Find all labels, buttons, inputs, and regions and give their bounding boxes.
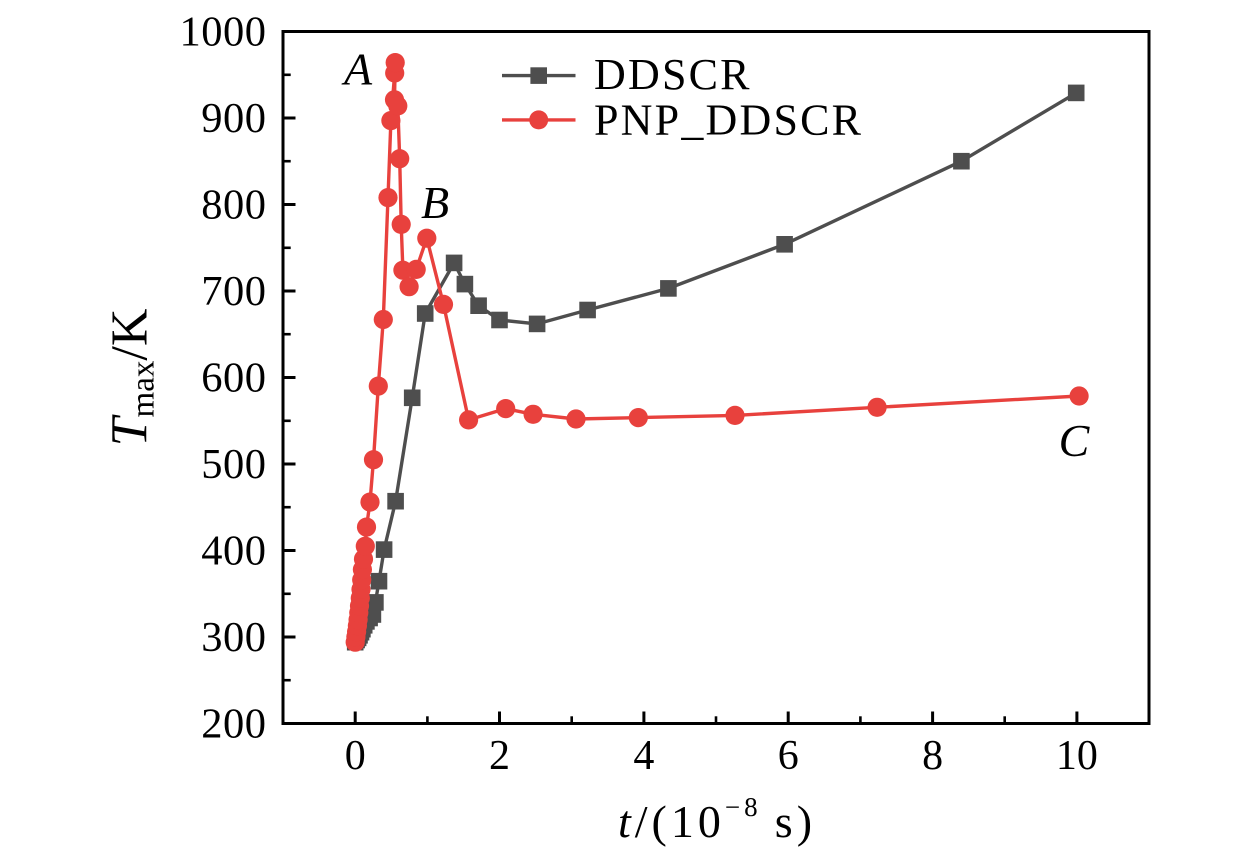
svg-text:4: 4 [633,733,654,779]
svg-text:0: 0 [345,733,366,779]
svg-text:1000: 1000 [180,8,267,55]
svg-text:600: 600 [201,354,266,401]
svg-text:DDSCR: DDSCR [594,50,752,99]
svg-text:t/(10−8 s): t/(10−8 s) [618,792,816,847]
svg-text:2: 2 [489,733,510,779]
svg-text:C: C [1059,415,1091,466]
svg-text:10: 10 [1056,733,1098,779]
svg-text:300: 300 [201,614,266,661]
svg-text:500: 500 [201,441,266,488]
svg-text:400: 400 [201,527,266,574]
svg-text:800: 800 [201,181,266,228]
svg-text:8: 8 [922,733,943,779]
svg-text:900: 900 [201,95,266,142]
svg-text:6: 6 [778,733,799,779]
svg-text:700: 700 [201,268,266,315]
svg-text:A: A [341,44,373,95]
svg-text:PNP_DDSCR: PNP_DDSCR [594,96,863,145]
svg-text:200: 200 [201,700,266,747]
svg-text:Tmax/K: Tmax/K [102,308,162,446]
svg-text:B: B [421,177,449,228]
